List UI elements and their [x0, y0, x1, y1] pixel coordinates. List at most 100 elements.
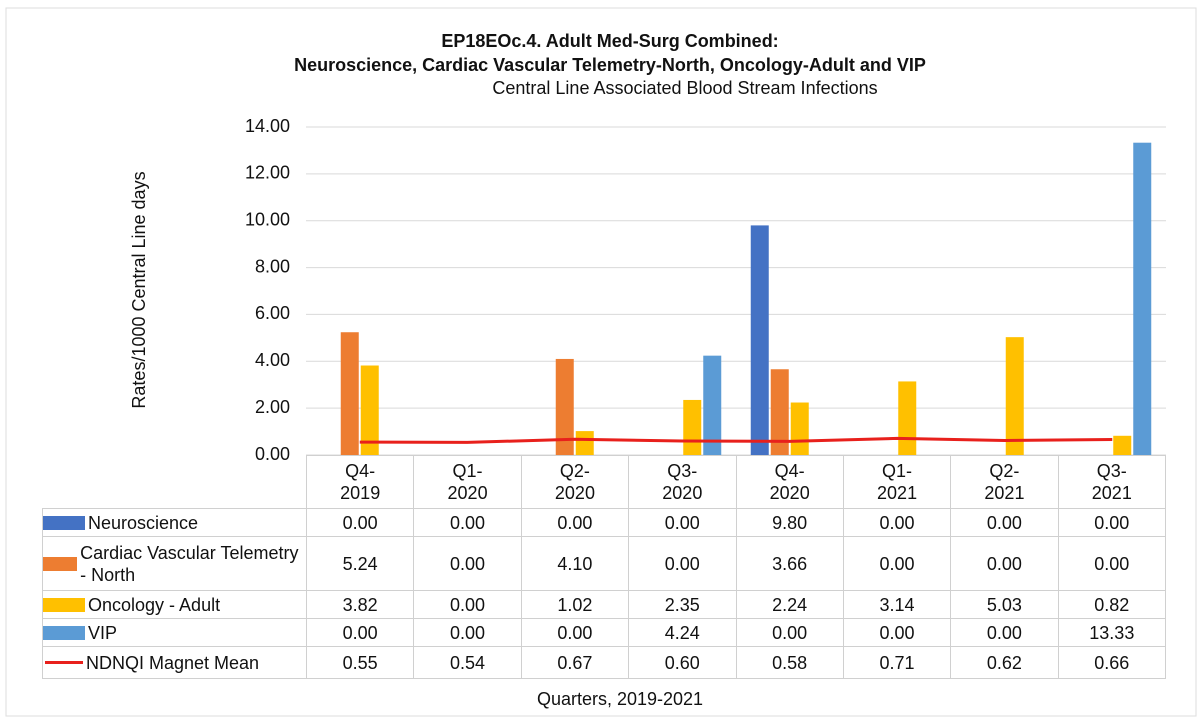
bar — [340, 332, 359, 455]
bar — [790, 402, 809, 455]
chart-subtitle: Central Line Associated Blood Stream Inf… — [492, 78, 877, 98]
y-tick-label: 4.00 — [255, 350, 290, 370]
data-label: 0.82 — [1057, 590, 1167, 619]
legend-cell: VIP — [42, 618, 307, 647]
y-tick-label: 2.00 — [255, 397, 290, 417]
legend-cell: NDNQI Magnet Mean — [42, 646, 307, 679]
y-tick-label: 14.00 — [245, 116, 290, 136]
bar — [683, 399, 702, 455]
bar — [360, 365, 379, 455]
x-tick-label: Q2- 2020 — [520, 455, 630, 509]
table-row: NDNQI Magnet Mean 0.55 0.54 0.67 0.60 0.58 0.7… — [42, 646, 1167, 679]
data-label: 0.54 — [413, 646, 522, 679]
blank-cell — [42, 455, 307, 509]
data-label: 2.24 — [735, 590, 844, 619]
y-tick-label: 12.00 — [245, 163, 290, 183]
data-label: 0.58 — [735, 646, 844, 679]
data-label: 5.03 — [950, 590, 1059, 619]
legend-swatch — [43, 556, 78, 571]
bar — [1113, 435, 1132, 455]
data-label: 0.00 — [628, 508, 737, 537]
bar — [770, 369, 789, 455]
bar — [575, 431, 594, 455]
table-row: Cardiac Vascular Telemetry - North 5.24 0.… — [42, 536, 1167, 591]
bar — [1133, 142, 1152, 455]
x-tick-label: Q4- 2020 — [735, 455, 844, 509]
data-label: 3.82 — [305, 590, 415, 619]
bar — [703, 355, 722, 455]
legend-label: Neuroscience — [88, 512, 199, 533]
legend-swatch — [43, 597, 85, 612]
data-label: 0.00 — [413, 590, 522, 619]
table-row: VIP 0.00 0.00 0.00 4.24 0.00 0.00 0.00 13.33 — [42, 618, 1167, 647]
data-label: 0.00 — [842, 618, 952, 647]
data-label: 0.00 — [305, 508, 415, 537]
legend-label: Oncology - Adult — [88, 594, 221, 615]
bar — [555, 358, 574, 455]
legend-swatch — [43, 515, 85, 530]
data-label: 0.00 — [842, 508, 952, 537]
data-label: 0.00 — [305, 618, 415, 647]
x-tick-label: Q1- 2021 — [842, 455, 952, 509]
data-label: 0.00 — [842, 536, 952, 591]
data-label: 3.66 — [735, 536, 844, 591]
x-tick-label: Q3- 2021 — [1057, 455, 1167, 509]
header-row: Q4- 2019 Q1- 2020 Q2- 2020 Q3- 2020 Q4- 2020 Q1- 20… — [42, 455, 1167, 509]
data-label: 0.00 — [950, 618, 1059, 647]
data-label: 3.14 — [842, 590, 952, 619]
bar — [898, 381, 917, 455]
line — [359, 436, 1113, 444]
data-label: 0.00 — [950, 536, 1059, 591]
bar — [750, 225, 769, 455]
data-label: 0.00 — [1057, 536, 1167, 591]
chart-title: Neuroscience, Cardiac Vascular Telemetry… — [294, 55, 926, 75]
x-tick-label: Q4- 2019 — [305, 455, 415, 509]
data-label: 0.00 — [950, 508, 1059, 537]
table-row: Oncology - Adult 3.82 0.00 1.02 2.35 2.24 3.14… — [42, 590, 1167, 619]
data-label: 9.80 — [735, 508, 844, 537]
y-axis-title: Rates/1000 Central Line days — [129, 171, 149, 408]
legend-label: Cardiac Vascular Telemetry - North — [80, 542, 299, 585]
data-label: 0.00 — [735, 618, 844, 647]
data-label: 0.00 — [1057, 508, 1167, 537]
legend-cell: Cardiac Vascular Telemetry - North — [42, 536, 307, 591]
data-label: 0.71 — [842, 646, 952, 679]
data-label: 0.55 — [305, 646, 415, 679]
data-label: 0.00 — [520, 508, 630, 537]
bar — [1005, 337, 1024, 455]
data-label: 1.02 — [520, 590, 630, 619]
data-label: 5.24 — [305, 536, 415, 591]
data-label: 0.00 — [413, 536, 522, 591]
legend-cell: Neuroscience — [42, 508, 307, 537]
x-tick-label: Q1- 2020 — [413, 455, 522, 509]
frame — [5, 7, 1197, 717]
data-table: Q4- 2019 Q1- 2020 Q2- 2020 Q3- 2020 Q4- 2020 Q1- 20… — [42, 455, 1167, 679]
data-label: 2.35 — [628, 590, 737, 619]
data-label: 0.60 — [628, 646, 737, 679]
legend-swatch — [43, 625, 85, 640]
data-label: 0.67 — [520, 646, 630, 679]
data-label: 4.10 — [520, 536, 630, 591]
legend-label: VIP — [88, 622, 118, 643]
chart-title: EP18EOc.4. Adult Med-Surg Combined: — [441, 31, 778, 51]
x-tick-label: Q3- 2020 — [628, 455, 737, 509]
x-axis-title: Quarters, 2019-2021 — [537, 689, 703, 709]
x-tick-label: Q2- 2021 — [950, 455, 1059, 509]
data-label: 4.24 — [628, 618, 737, 647]
y-tick-label: 6.00 — [255, 303, 290, 323]
data-label: 0.00 — [413, 508, 522, 537]
data-label: 0.62 — [950, 646, 1059, 679]
data-label: 0.00 — [628, 536, 737, 591]
data-label: 13.33 — [1057, 618, 1167, 647]
data-label: 0.00 — [413, 618, 522, 647]
table-row: Neuroscience 0.00 0.00 0.00 0.00 9.80 0.00 0.00… — [42, 508, 1167, 537]
data-label: 0.00 — [520, 618, 630, 647]
data-label: 0.66 — [1057, 646, 1167, 679]
legend-label: NDNQI Magnet Mean — [86, 652, 260, 673]
y-tick-label: 10.00 — [245, 209, 290, 229]
y-tick-label: 8.00 — [255, 256, 290, 276]
legend-swatch — [45, 661, 83, 664]
legend-cell: Oncology - Adult — [42, 590, 307, 619]
